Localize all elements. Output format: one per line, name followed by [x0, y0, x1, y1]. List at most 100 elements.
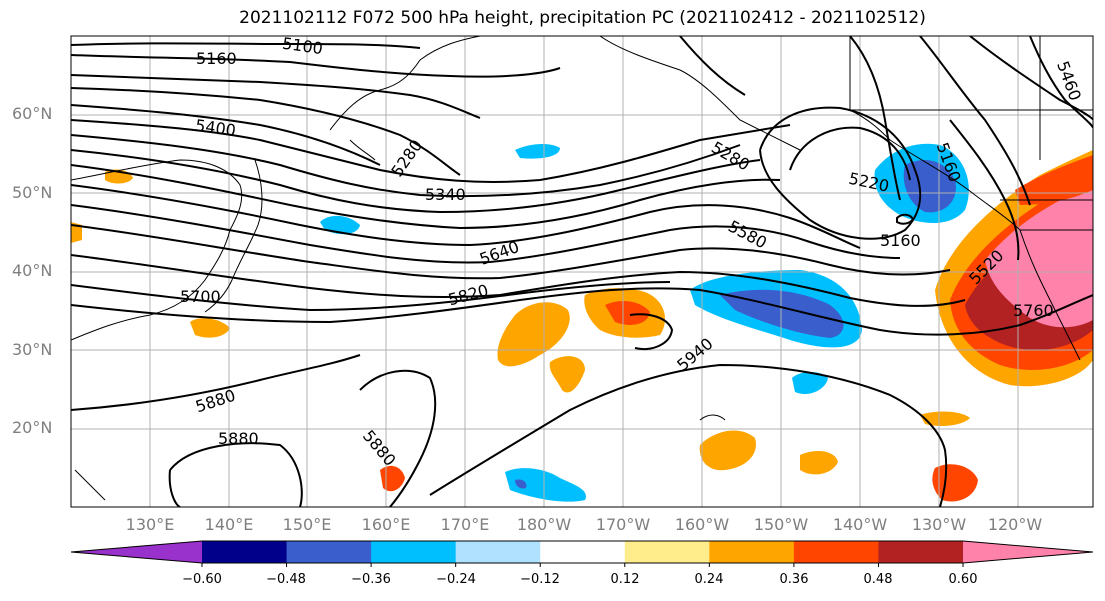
- contour-label: 5160: [196, 49, 237, 68]
- colorbar-tick-label: 0.36: [779, 572, 809, 587]
- colorbar-segment: [793, 541, 879, 563]
- lat-label: 20°N: [12, 418, 53, 437]
- colorbar-segment: [709, 541, 795, 563]
- contour-label: 5400: [194, 116, 237, 140]
- plot-frame: [70, 35, 1094, 508]
- colorbar-segment: [286, 541, 372, 563]
- contour-label: 5880: [193, 386, 238, 417]
- contour-5580: [71, 184, 861, 249]
- contour-5880-e: [429, 363, 948, 507]
- lat-label: 40°N: [12, 261, 53, 280]
- precip-positive-g: [380, 465, 405, 492]
- precip-positive-k: [920, 411, 970, 426]
- colorbar-segment: [878, 541, 964, 563]
- colorbar-tick-label: −0.60: [182, 572, 222, 587]
- contour-label: 5460: [1053, 58, 1085, 103]
- precip-positive-b: [497, 302, 570, 367]
- precip-negative-south: [505, 468, 586, 502]
- colorbar-segment: [455, 541, 541, 563]
- precip-negative-bering: [515, 144, 560, 159]
- contour-5460: [969, 36, 1093, 121]
- contour-5940: [629, 313, 674, 350]
- lat-label: 30°N: [12, 340, 53, 359]
- contour-5100: [71, 42, 421, 49]
- lon-label: 140°W: [832, 515, 888, 534]
- contour-label: 5160: [880, 231, 921, 250]
- precip-positive-j: [71, 222, 82, 243]
- precip-positive-d: [699, 430, 756, 471]
- contour-label: 5340: [425, 185, 466, 204]
- colorbar-tick-label: 0.60: [948, 572, 978, 587]
- map-title: 2021102112 F072 500 hPa height, precipit…: [239, 8, 926, 28]
- contour-label: 5700: [180, 287, 221, 306]
- lat-label: 50°N: [12, 183, 53, 202]
- contour-ridge-e: [849, 36, 901, 201]
- precip-negative-south-core: [515, 479, 527, 489]
- precip-negative-sub: [792, 372, 828, 395]
- contour-a: [71, 74, 481, 119]
- lon-label: 130°E: [125, 515, 175, 534]
- lon-label: 140°E: [204, 515, 254, 534]
- contour-5880-loop: [168, 442, 303, 507]
- contour-b: [71, 87, 461, 176]
- lon-label: 180°W: [516, 515, 572, 534]
- precip-positive-c: [549, 356, 585, 393]
- lon-label: 170°W: [595, 515, 651, 534]
- contour-label: 5880: [359, 426, 400, 469]
- colorbar-segment: [540, 541, 626, 563]
- contour-5220: [789, 126, 911, 181]
- contour-5880-s: [359, 369, 437, 507]
- contour-gulf-low: [759, 106, 922, 240]
- contour-5340: [71, 134, 741, 198]
- lon-label: 120°W: [987, 515, 1043, 534]
- contour-east-ridge: [1029, 36, 1093, 129]
- lon-label: 160°W: [674, 515, 730, 534]
- contour-label: 5100: [281, 34, 324, 58]
- contour-5400: [71, 119, 791, 183]
- contour-label: 5760: [1013, 301, 1054, 320]
- contour-5160-small: [896, 213, 915, 225]
- lat-label: 60°N: [12, 104, 53, 123]
- precip-positive-h: [190, 318, 230, 338]
- colorbar: [70, 540, 1094, 567]
- contour-label-layer: 5100 5160 5400 5280 5340 5640 5820 5700 …: [180, 34, 1085, 470]
- contour-label: 5640: [477, 237, 522, 269]
- lon-label: 130°W: [911, 515, 967, 534]
- colorbar-tick-label: −0.48: [266, 572, 306, 587]
- contour-5640: [71, 204, 901, 264]
- colorbar-segment: [624, 541, 710, 563]
- precip-positive-westcoast-4: [985, 185, 1093, 328]
- colorbar-tick-label: −0.12: [520, 572, 560, 587]
- contour-5700: [71, 254, 966, 307]
- precip-negative-kuril: [320, 215, 360, 235]
- lon-label: 150°E: [282, 515, 332, 534]
- contour-label: 5280: [708, 138, 753, 175]
- lon-label: 160°E: [361, 515, 411, 534]
- contour-label: 5280: [387, 136, 426, 180]
- contour-5160: [71, 54, 561, 78]
- contour-5280-north: [71, 104, 381, 166]
- colorbar-tick-label: 0.24: [694, 572, 724, 587]
- colorbar-segment: [202, 541, 288, 563]
- colorbar-tick-label: −0.36: [351, 572, 391, 587]
- precipitation-shading: [71, 143, 1093, 502]
- colorbar-tick-label: 0.48: [863, 572, 893, 587]
- contour-trough-e: [949, 119, 1020, 261]
- contour-label: 5880: [218, 429, 259, 448]
- colorbar-segment: [371, 541, 457, 563]
- height-contours: [71, 36, 1093, 507]
- contour-5880-w: [71, 354, 361, 411]
- colorbar-segment: [71, 541, 202, 563]
- contour-north-c: [679, 36, 746, 96]
- precip-positive-a-core: [605, 300, 650, 325]
- colorbar-tick-label: −0.24: [436, 572, 476, 587]
- colorbar-segment: [963, 541, 1093, 563]
- lon-label: 170°E: [440, 515, 490, 534]
- contour-trough-big: [919, 36, 1031, 206]
- contour-5760: [71, 287, 1093, 336]
- precip-positive-e: [800, 450, 838, 475]
- precip-negative-central-2: [720, 289, 844, 338]
- contour-label: 5580: [725, 217, 770, 253]
- lon-label: 150°W: [753, 515, 809, 534]
